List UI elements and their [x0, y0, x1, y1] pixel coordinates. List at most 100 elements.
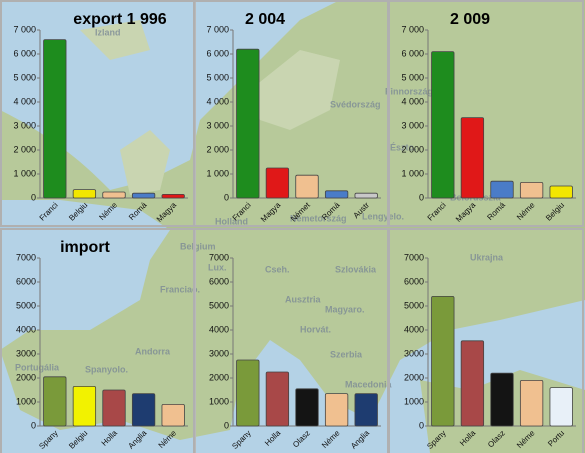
chart-title: 2 004 — [245, 11, 285, 28]
y-tick-label: 0 — [419, 192, 424, 202]
map-label: Svédország — [330, 99, 381, 109]
panel — [193, 0, 389, 227]
map-label: Horvát. — [300, 324, 331, 334]
y-tick-label: 7 000 — [13, 24, 36, 34]
y-tick-label: 2 000 — [401, 144, 424, 154]
y-tick-label: 4000 — [209, 324, 229, 334]
map-label: Észto. — [390, 142, 417, 152]
chart-title: import — [60, 239, 110, 256]
bar — [431, 295, 455, 427]
bar — [295, 388, 319, 427]
y-tick-label: 7000 — [16, 252, 36, 262]
y-tick-label: 7 000 — [401, 24, 424, 34]
y-tick-label: 1 000 — [206, 168, 229, 178]
y-tick-label: 4 000 — [206, 96, 229, 106]
bar — [431, 51, 455, 199]
map-label: Ausztria — [285, 294, 322, 304]
y-tick-label: 1 000 — [13, 168, 36, 178]
y-tick-label: 2000 — [209, 372, 229, 382]
bar — [265, 167, 290, 199]
y-tick-label: 3 000 — [206, 120, 229, 130]
bar — [490, 372, 514, 427]
y-tick-label: 3 000 — [401, 120, 424, 130]
y-tick-label: 6000 — [16, 276, 36, 286]
bar — [519, 181, 544, 199]
map-label: Cseh. — [265, 264, 290, 274]
y-tick-label: 0 — [224, 192, 229, 202]
y-tick-label: 3 000 — [13, 120, 36, 130]
bar — [131, 393, 156, 427]
bar — [460, 340, 485, 427]
bar — [519, 379, 544, 427]
y-tick-label: 5000 — [16, 300, 36, 310]
y-tick-label: 7 000 — [206, 24, 229, 34]
y-tick-label: 5 000 — [13, 72, 36, 82]
map-label: Portugália — [15, 362, 60, 372]
y-tick-label: 7000 — [209, 252, 229, 262]
bar — [265, 371, 290, 427]
bar — [102, 191, 126, 199]
bar — [354, 393, 378, 427]
y-tick-label: 4000 — [16, 324, 36, 334]
map-label: Andorra — [135, 346, 171, 356]
y-tick-label: 1000 — [16, 396, 36, 406]
y-tick-label: 6000 — [404, 276, 424, 286]
y-tick-label: 0 — [419, 420, 424, 430]
y-tick-label: 3000 — [16, 348, 36, 358]
bar — [72, 385, 97, 427]
map-label: Lux. — [208, 262, 227, 272]
bar — [236, 359, 260, 427]
y-tick-label: 4 000 — [13, 96, 36, 106]
y-tick-label: 1 000 — [401, 168, 424, 178]
y-tick-label: 0 — [31, 420, 36, 430]
map-label: Finnország — [385, 86, 433, 96]
y-tick-label: 6 000 — [13, 48, 36, 58]
bar — [295, 174, 319, 199]
map-label: Holland — [215, 216, 248, 226]
y-tick-label: 7000 — [404, 252, 424, 262]
y-tick-label: 6 000 — [206, 48, 229, 58]
bar — [72, 189, 97, 199]
map-label: Izland — [95, 27, 121, 37]
panel — [0, 0, 196, 227]
chart-title: export 1 996 — [73, 11, 166, 28]
bar — [354, 192, 378, 199]
bar — [131, 192, 156, 199]
map-label: Belgium — [180, 241, 216, 251]
bar — [102, 389, 126, 427]
y-tick-label: 1000 — [209, 396, 229, 406]
y-tick-label: 6 000 — [401, 48, 424, 58]
y-tick-label: 3000 — [209, 348, 229, 358]
land-detail — [80, 20, 340, 195]
y-tick-label: 2 000 — [206, 144, 229, 154]
y-tick-label: 4000 — [404, 324, 424, 334]
y-tick-label: 3000 — [404, 348, 424, 358]
y-tick-label: 1000 — [404, 396, 424, 406]
map-label: Lengyelo. — [362, 211, 404, 221]
y-tick-label: 0 — [224, 420, 229, 430]
map-label: Franciao. — [160, 284, 200, 294]
map-label: Ukrajna — [470, 252, 504, 262]
map-label: Macedonia — [345, 379, 393, 389]
bar — [324, 190, 349, 199]
bar — [43, 39, 67, 199]
map-label: Magyaro. — [325, 304, 365, 314]
chart-title: 2 009 — [450, 11, 490, 28]
map-label: Spanyolo. — [85, 364, 128, 374]
bar — [460, 117, 485, 199]
bar — [161, 193, 185, 199]
y-tick-label: 5000 — [209, 300, 229, 310]
map-label: Németország — [290, 213, 347, 223]
bar — [490, 180, 514, 199]
bar — [43, 376, 67, 427]
y-tick-label: 2 000 — [13, 144, 36, 154]
y-tick-label: 2000 — [404, 372, 424, 382]
bar — [549, 387, 573, 427]
map-label: Szlovákia — [335, 264, 377, 274]
y-tick-label: 6000 — [209, 276, 229, 286]
bar — [324, 393, 349, 427]
y-tick-label: 2000 — [16, 372, 36, 382]
bar — [549, 185, 573, 199]
y-tick-label: 4 000 — [401, 96, 424, 106]
